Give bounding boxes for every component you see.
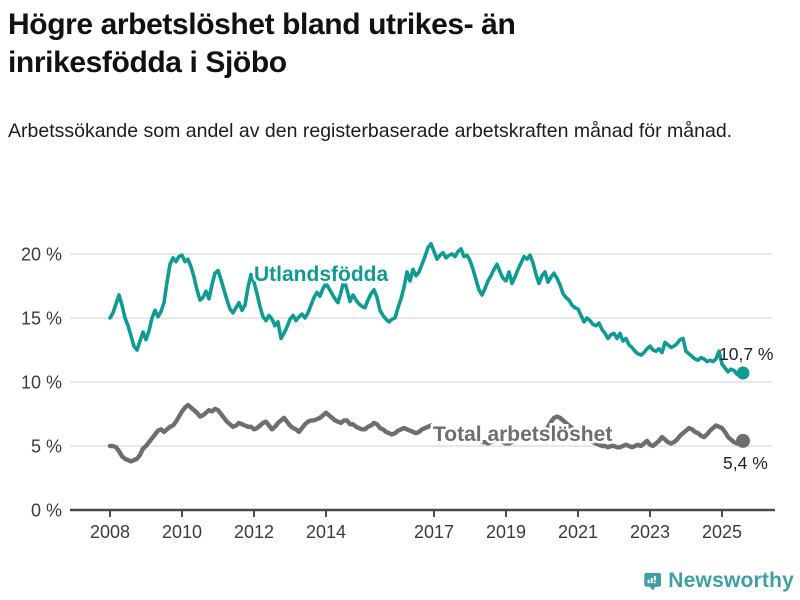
series-utlandsfodda-end-dot xyxy=(736,366,750,380)
series-utlandsfodda-label: Utlandsfödda xyxy=(254,263,388,286)
line-chart: 0 %5 %10 %15 %20 % 2008 2010 2012 2014 2017 2… xyxy=(21,241,775,542)
y-tick-label: 15 % xyxy=(21,309,62,329)
series-total-line xyxy=(107,402,746,464)
x-tick-label: 2012 xyxy=(234,522,274,542)
chart-subtitle: Arbetssökande som andel av den registerb… xyxy=(8,120,733,142)
series-total-end-value: 5,4 % xyxy=(723,453,768,473)
x-tick-label: 2023 xyxy=(630,522,670,542)
newsworthy-logo: Newsworthy xyxy=(644,563,794,599)
series-total-label: Total arbetslöshet xyxy=(433,423,612,446)
chart-area: 0 % 5 % 10 % 15 % 20 % 2008 2010 2012 2014 2017 2… xyxy=(0,225,800,555)
x-tick-label: 2021 xyxy=(558,522,598,542)
y-axis-labels: 0 % 5 % 10 % 15 % 20 % xyxy=(21,245,62,521)
series-total-end-dot xyxy=(736,433,750,448)
x-axis-ticks xyxy=(109,510,723,517)
y-tick-label: 20 % xyxy=(21,245,62,265)
series-utlandsfodda-line xyxy=(108,241,745,378)
gridlines xyxy=(70,253,772,447)
x-tick-label: 2014 xyxy=(306,522,346,542)
x-axis-labels: 2008 2010 2012 2014 2017 2019 2021 2023 2025 xyxy=(90,522,742,542)
newsworthy-logo-text: Newsworthy xyxy=(668,569,794,592)
chart-title: Högre arbetslöshet bland utrikes- än inr… xyxy=(8,8,516,80)
newsworthy-logo-icon xyxy=(644,572,662,590)
x-tick-label: 2008 xyxy=(90,522,130,542)
y-tick-label: 0 % xyxy=(31,501,62,521)
series-utlandsfodda-end-value: 10,7 % xyxy=(719,344,773,364)
x-tick-label: 2017 xyxy=(414,522,454,542)
y-tick-label: 5 % xyxy=(31,437,62,457)
x-tick-label: 2010 xyxy=(162,522,202,542)
y-tick-label: 10 % xyxy=(21,373,62,393)
x-tick-label: 2019 xyxy=(486,522,526,542)
x-tick-label: 2025 xyxy=(702,522,742,542)
